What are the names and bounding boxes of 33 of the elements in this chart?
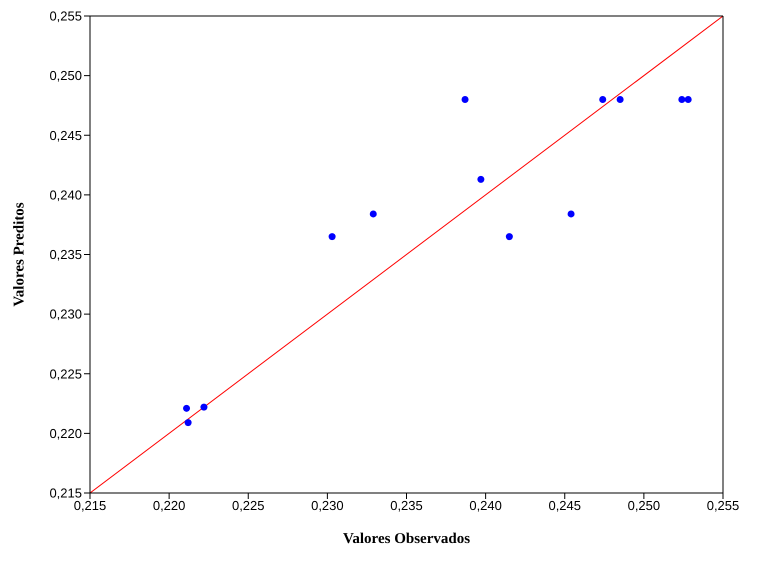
point (616, 96, 624, 103)
y-tick-label: 0,235 (49, 247, 82, 262)
point (684, 96, 692, 103)
x-tick-label: 0,250 (628, 498, 660, 514)
point (200, 404, 208, 411)
y-axis-title: Valores Preditos (11, 202, 28, 307)
point (599, 96, 606, 103)
y-tick-label: 0,215 (49, 486, 82, 501)
point (184, 419, 192, 426)
x-tick-label: 0,240 (469, 498, 502, 514)
point (462, 96, 469, 103)
y-tick-label: 0,245 (49, 128, 82, 143)
point (506, 233, 513, 240)
x-tick-label: 0,255 (706, 498, 740, 514)
x-tick-label: 0,235 (390, 498, 423, 514)
x-tick-label: 0,245 (548, 498, 582, 514)
x-tick-label: 0,215 (74, 498, 106, 514)
x-tick-label: 0,225 (232, 498, 265, 514)
y-tick-label: 0,255 (49, 8, 82, 24)
y-tick-label: 0,240 (49, 187, 82, 202)
y-tick-label: 0,220 (49, 426, 82, 441)
x-tick-label: 0,220 (152, 498, 186, 514)
x-axis-title: Valores Observados (342, 531, 470, 547)
y-tick-label: 0,230 (49, 306, 82, 322)
x-tick-label: 0,230 (311, 498, 344, 514)
y-tick-label: 0,250 (49, 68, 82, 84)
point (477, 176, 484, 183)
point (370, 210, 377, 218)
point (328, 233, 336, 240)
y-tick-label: 0,225 (49, 366, 82, 382)
point (183, 404, 190, 412)
point (568, 210, 575, 218)
point (678, 96, 686, 103)
